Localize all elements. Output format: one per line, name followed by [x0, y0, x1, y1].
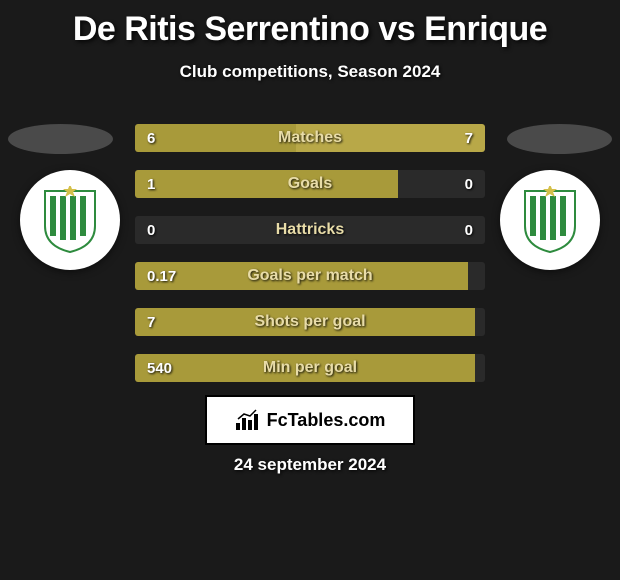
date-label: 24 september 2024	[0, 455, 620, 475]
stat-row: 7Shots per goal	[135, 308, 485, 336]
team-crest-left	[20, 170, 120, 270]
chart-icon	[235, 409, 261, 431]
shield-icon	[520, 186, 580, 254]
stat-row: 67Matches	[135, 124, 485, 152]
stat-label: Goals per match	[135, 262, 485, 290]
stat-label: Goals	[135, 170, 485, 198]
brand-text: FcTables.com	[267, 410, 386, 431]
team-crest-right	[500, 170, 600, 270]
stat-label: Min per goal	[135, 354, 485, 382]
stat-label: Shots per goal	[135, 308, 485, 336]
team-oval-left	[8, 124, 113, 154]
stats-container: 67Matches 10Goals 00Hattricks 0.17Goals per…	[135, 124, 485, 400]
page-title: De Ritis Serrentino vs Enrique	[0, 10, 620, 49]
stat-label: Hattricks	[135, 216, 485, 244]
shield-icon	[40, 186, 100, 254]
stat-label: Matches	[135, 124, 485, 152]
subtitle: Club competitions, Season 2024	[0, 62, 620, 82]
stat-row: 540Min per goal	[135, 354, 485, 382]
stat-row: 10Goals	[135, 170, 485, 198]
team-oval-right	[507, 124, 612, 154]
stat-row: 00Hattricks	[135, 216, 485, 244]
stat-row: 0.17Goals per match	[135, 262, 485, 290]
brand-box[interactable]: FcTables.com	[205, 395, 415, 445]
